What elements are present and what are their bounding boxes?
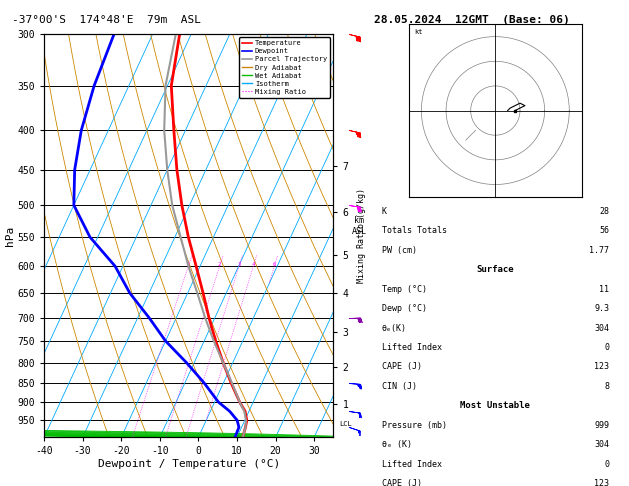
Text: 0: 0 [604, 460, 609, 469]
Text: Pressure (mb): Pressure (mb) [382, 421, 447, 430]
Text: 123: 123 [594, 363, 609, 371]
Text: 11: 11 [599, 285, 609, 294]
Text: 304: 304 [594, 440, 609, 449]
Text: CIN (J): CIN (J) [382, 382, 416, 391]
Text: 3: 3 [237, 262, 240, 267]
Text: LCL: LCL [339, 421, 352, 427]
Text: kt: kt [414, 29, 423, 35]
Text: Lifted Index: Lifted Index [382, 460, 442, 469]
Text: 56: 56 [599, 226, 609, 235]
Legend: Temperature, Dewpoint, Parcel Trajectory, Dry Adiabat, Wet Adiabat, Isotherm, Mi: Temperature, Dewpoint, Parcel Trajectory… [239, 37, 330, 98]
Text: 304: 304 [594, 324, 609, 332]
Text: Mixing Ratio (g/kg): Mixing Ratio (g/kg) [357, 188, 365, 283]
Text: Totals Totals: Totals Totals [382, 226, 447, 235]
Text: Lifted Index: Lifted Index [382, 343, 442, 352]
Text: 999: 999 [594, 421, 609, 430]
Text: CAPE (J): CAPE (J) [382, 363, 421, 371]
Text: Most Unstable: Most Unstable [460, 401, 530, 410]
Text: 28: 28 [599, 207, 609, 216]
Text: 123: 123 [594, 479, 609, 486]
Text: 1.77: 1.77 [589, 246, 609, 255]
Text: Temp (°C): Temp (°C) [382, 285, 426, 294]
Text: Surface: Surface [477, 265, 514, 274]
Text: 6: 6 [272, 262, 276, 267]
Y-axis label: km
ASL: km ASL [352, 216, 367, 236]
Text: Dewp (°C): Dewp (°C) [382, 304, 426, 313]
Text: 2: 2 [218, 262, 221, 267]
Text: θₑ(K): θₑ(K) [382, 324, 406, 332]
Text: 8: 8 [604, 382, 609, 391]
Text: 28.05.2024  12GMT  (Base: 06): 28.05.2024 12GMT (Base: 06) [374, 15, 570, 25]
Text: 1: 1 [186, 262, 190, 267]
Text: CAPE (J): CAPE (J) [382, 479, 421, 486]
Text: θₑ (K): θₑ (K) [382, 440, 411, 449]
Y-axis label: hPa: hPa [4, 226, 14, 246]
Text: -37°00'S  174°48'E  79m  ASL: -37°00'S 174°48'E 79m ASL [13, 15, 201, 25]
Text: 4: 4 [252, 262, 255, 267]
Text: PW (cm): PW (cm) [382, 246, 416, 255]
Text: K: K [382, 207, 386, 216]
Text: 9.3: 9.3 [594, 304, 609, 313]
Text: 0: 0 [604, 343, 609, 352]
X-axis label: Dewpoint / Temperature (°C): Dewpoint / Temperature (°C) [97, 459, 280, 469]
